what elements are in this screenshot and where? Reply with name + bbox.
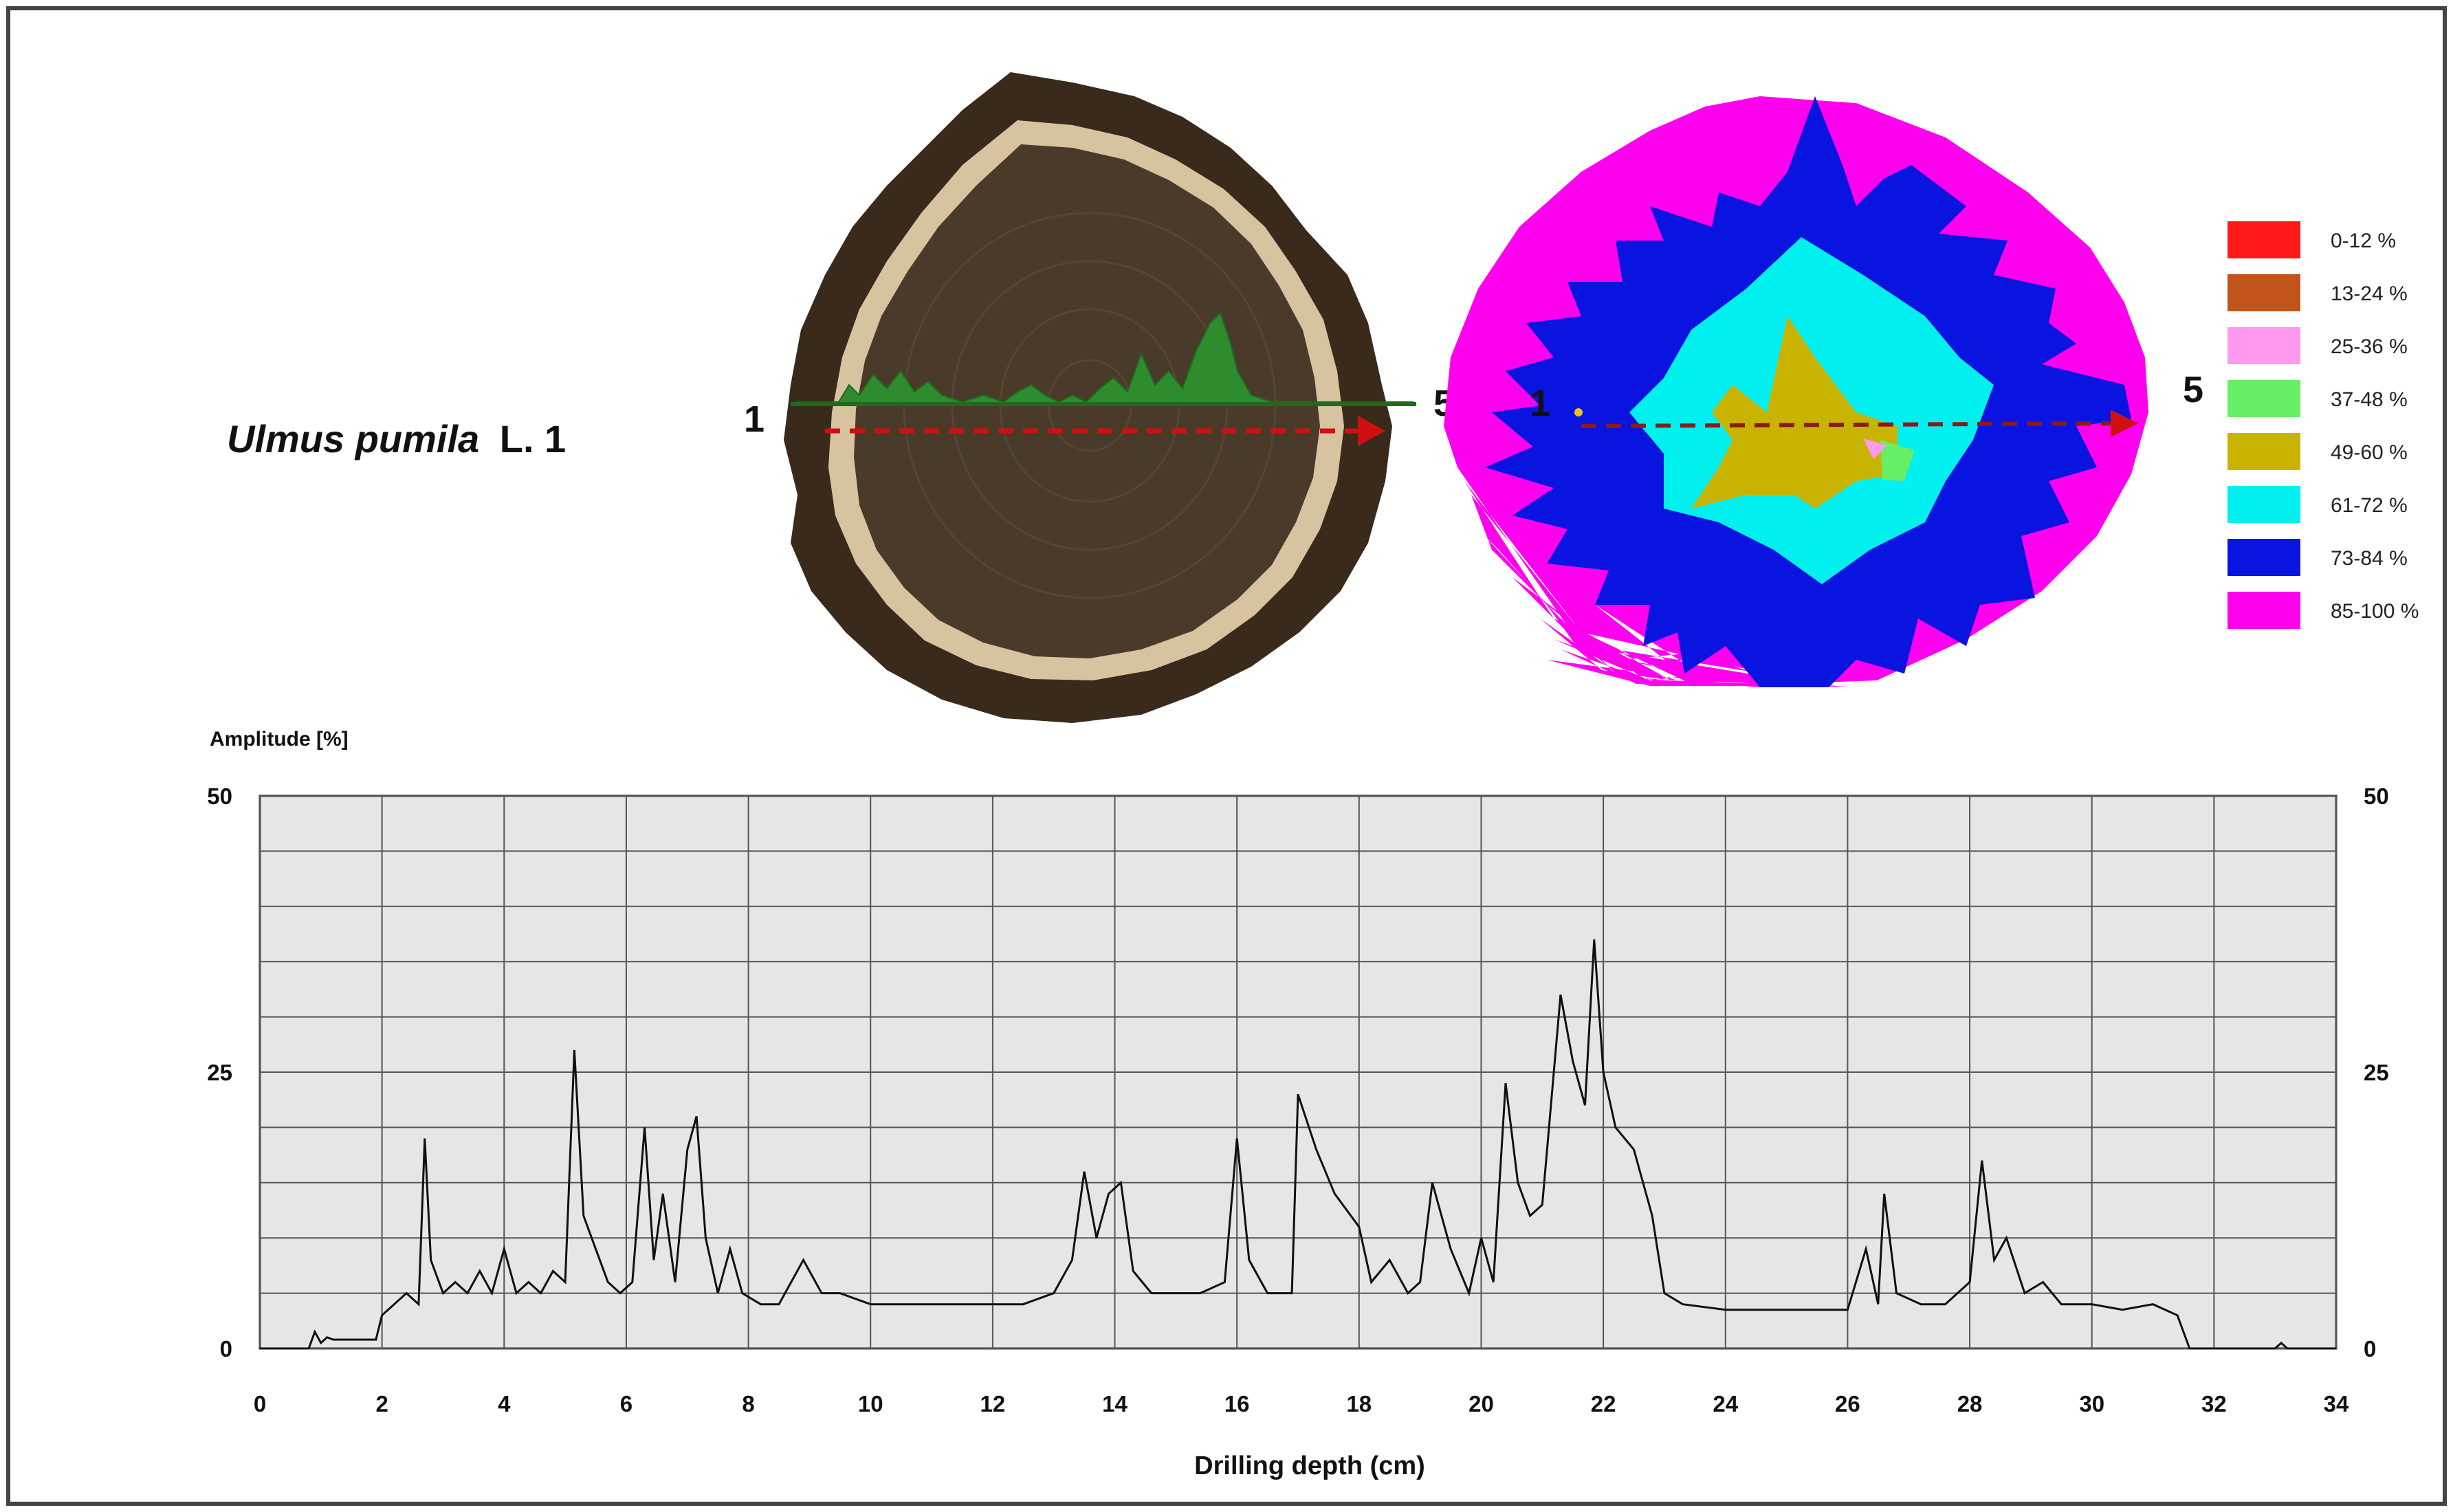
resistance-chart: 0 2 4 6 8 10 12 14 16 18 20 22 24 26 28 30 32 34 02550025…: [186, 728, 2389, 1480]
tomogram-zone-49-60: [1691, 316, 1898, 509]
legend-swatch: [2228, 274, 2300, 311]
direction-end-tomogram: 5: [2183, 369, 2203, 410]
legend-swatch: [2228, 433, 2300, 470]
legend-swatch: [2228, 592, 2300, 629]
legend-label: 61-72 %: [2331, 494, 2408, 517]
x-tick-label: 4: [498, 1391, 511, 1416]
direction-start-photo: 1: [744, 399, 764, 440]
x-tick-label: 34: [2324, 1391, 2349, 1416]
sensor-marker: [1574, 408, 1583, 416]
legend-swatch: [2228, 221, 2300, 258]
x-tick-label: 22: [1591, 1391, 1616, 1416]
tomogram-zone-25-36: [1863, 438, 1887, 459]
legend-swatch: [2228, 486, 2300, 523]
x-axis-label: Drilling depth (cm): [1194, 1452, 1425, 1480]
legend-swatch: [2228, 327, 2300, 364]
tomogram-legend: 0-12 % 13-24 % 25-36 % 37-48 % 49-60 % 61-72 …: [2228, 221, 2419, 629]
x-tick-labels: 0 2 4 6 8 10 12 14 16 18 20 22 24 26 28 30 32 34: [254, 1391, 2349, 1416]
species-name: Ulmus pumila: [227, 417, 479, 460]
y-tick-label-left: 50: [207, 783, 232, 809]
x-tick-label: 24: [1713, 1391, 1738, 1416]
series-line: [260, 939, 2336, 1350]
legend-label: 25-36 %: [2331, 335, 2408, 358]
grid-lines: [259, 795, 2337, 1349]
direction-start-tomogram: 1: [1530, 383, 1550, 424]
y-tick-label-left: 25: [207, 1060, 232, 1085]
y-tick-label-right: 0: [2364, 1336, 2376, 1361]
legend-label: 37-48 %: [2331, 388, 2408, 411]
y-tick-labels: 0 25 50 0 25 50: [207, 783, 2388, 1361]
specimen-label: Ulmus pumila L. 1: [227, 417, 566, 460]
y-tick-label-right: 25: [2364, 1060, 2389, 1085]
arrow-head-tomogram: [2111, 410, 2138, 437]
legend-label: 73-84 %: [2331, 547, 2408, 570]
y-tick-label-left: 0: [220, 1336, 232, 1361]
x-tick-label: 6: [620, 1391, 632, 1416]
x-tick-label: 30: [2079, 1391, 2104, 1416]
x-tick-label: 12: [980, 1391, 1006, 1416]
legend-label: 0-12 %: [2331, 230, 2396, 252]
legend-label: 85-100 %: [2331, 600, 2419, 623]
tomogram: [1444, 96, 2148, 687]
x-tick-label: 18: [1346, 1391, 1372, 1416]
legend-swatch: [2228, 539, 2300, 576]
x-tick-label: 26: [1835, 1391, 1860, 1416]
legend-swatch: [2228, 380, 2300, 417]
y-tick-label-right: 50: [2364, 783, 2389, 809]
y-axis-label: Amplitude [%]: [210, 728, 349, 751]
measurement-arrow-tomogram: [1581, 421, 2111, 428]
tree-disc-photo: [784, 72, 1416, 723]
x-tick-label: 0: [254, 1391, 266, 1416]
x-tick-label: 32: [2201, 1391, 2227, 1416]
legend-label: 13-24 %: [2331, 282, 2408, 305]
legend-label: 49-60 %: [2331, 441, 2408, 464]
species-suffix: L. 1: [500, 417, 566, 460]
x-tick-label: 28: [1957, 1391, 1983, 1416]
x-tick-label: 16: [1224, 1391, 1250, 1416]
x-tick-label: 8: [742, 1391, 754, 1416]
arrow-head-photo: [1358, 416, 1385, 446]
x-tick-label: 20: [1468, 1391, 1494, 1416]
x-tick-label: 14: [1102, 1391, 1128, 1416]
tomogram-zone-37-48: [1880, 440, 1915, 481]
x-tick-label: 2: [375, 1391, 388, 1416]
x-tick-label: 10: [858, 1391, 883, 1416]
